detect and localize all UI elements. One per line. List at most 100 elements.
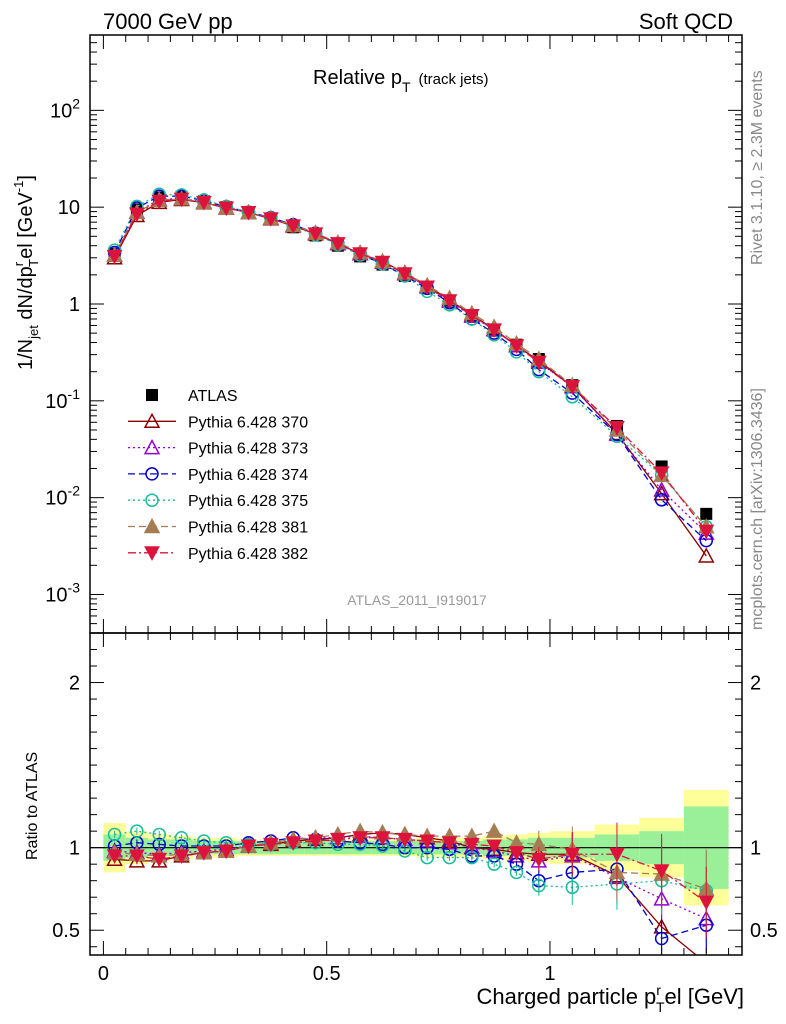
ratio-point-pythia-6-428-382 xyxy=(151,852,168,868)
x-axis-label: Charged particle pr Tel [GeV] xyxy=(477,982,745,1015)
point-pythia-6-428-382 xyxy=(374,255,391,271)
point-pythia-6-428-382 xyxy=(352,247,369,262)
point-pythia-6-428-382 xyxy=(263,212,279,227)
y-tick-label-main: 10-2 xyxy=(45,483,80,510)
point-pythia-6-428-382 xyxy=(106,249,123,265)
legend-label-pythia-6-428-381: Pythia 6.428 381 xyxy=(188,520,308,537)
point-pythia-6-428-382 xyxy=(396,267,413,282)
legend-label-pythia-6-428-382: Pythia 6.428 382 xyxy=(188,546,308,563)
series-line-pythia-6-428-374 xyxy=(113,195,707,542)
point-pythia-6-428-382 xyxy=(285,219,302,234)
legend-marker-pythia-6-428-375 xyxy=(145,493,159,507)
point-pythia-6-428-382 xyxy=(419,280,436,295)
analysis-label: ATLAS_2011_I919017 xyxy=(347,592,487,608)
ratio-line-pythia-6-428-374 xyxy=(114,837,707,940)
point-atlas xyxy=(700,507,713,520)
point-pythia-6-428-370 xyxy=(698,547,715,563)
ratio-point-pythia-6-428-382 xyxy=(698,895,715,911)
ratio-point-pythia-6-428-382 xyxy=(352,831,369,846)
y-tick-label-main: 10-1 xyxy=(45,386,80,413)
legend-label-pythia-6-428-375: Pythia 6.428 375 xyxy=(188,493,308,510)
ratio-point-pythia-6-428-382 xyxy=(173,849,190,864)
ratio-point-pythia-6-428-382 xyxy=(486,839,502,855)
point-pythia-6-428-382 xyxy=(173,192,190,208)
ratio-point-pythia-6-428-375 xyxy=(565,880,580,895)
ratio-point-pythia-6-428-382 xyxy=(196,846,212,861)
ratio-point-pythia-6-428-375 xyxy=(532,878,546,893)
legend-marker-pythia-6-428-373 xyxy=(143,439,161,455)
point-pythia-6-428-382 xyxy=(330,237,346,252)
y-tick-label-ratio-right: 0.5 xyxy=(750,920,778,942)
ratio-point-pythia-6-428-382 xyxy=(307,834,324,850)
point-pythia-6-428-382 xyxy=(129,207,145,223)
point-pythia-6-428-382 xyxy=(151,194,168,210)
axes-ticks: 0 0.5 1 10-3 10-2 10-1 1 10 102 0.5 0.5 1 1 2 2 xyxy=(45,34,778,985)
ratio-point-pythia-6-428-382 xyxy=(419,834,436,850)
legend-label-atlas: ATLAS xyxy=(188,388,238,405)
side-label-mcplots: mcplots.cern.ch [arXiv:1306.3436] xyxy=(749,388,766,630)
y-tick-label-ratio-right: 1 xyxy=(750,838,761,860)
ratio-point-pythia-6-428-374 xyxy=(654,931,669,946)
legend-marker-pythia-6-428-382 xyxy=(144,546,160,561)
y-tick-label-main: 10 xyxy=(58,197,80,219)
point-pythia-6-428-382 xyxy=(441,294,458,309)
ratio-point-pythia-6-428-382 xyxy=(508,846,525,861)
main-series-layer xyxy=(106,187,715,563)
point-pythia-6-428-382 xyxy=(218,201,235,217)
ratio-point-pythia-6-428-375 xyxy=(442,850,457,865)
ratio-point-pythia-6-428-375 xyxy=(174,831,189,845)
point-pythia-6-428-382 xyxy=(653,466,670,481)
ratio-point-pythia-6-428-382 xyxy=(240,839,257,855)
x-tick-label: 1 xyxy=(544,963,555,985)
legend-label-pythia-6-428-374: Pythia 6.428 374 xyxy=(188,467,308,484)
ratio-point-pythia-6-428-375 xyxy=(130,824,144,838)
point-pythia-6-428-382 xyxy=(530,355,547,371)
ratio-series-clipped xyxy=(106,822,715,955)
ratio-point-pythia-6-428-375 xyxy=(420,850,434,865)
x-tick-label: 0 xyxy=(98,963,109,985)
y-tick-label-main: 10-3 xyxy=(45,579,80,606)
side-label-rivet: Rivet 3.1.10, ≥ 2.3M events xyxy=(749,70,766,265)
point-pythia-6-428-382 xyxy=(698,524,715,540)
ratio-point-pythia-6-428-382 xyxy=(396,832,413,848)
point-pythia-6-428-373 xyxy=(653,481,670,497)
ratio-point-pythia-6-428-382 xyxy=(653,864,670,879)
legend-marker-atlas xyxy=(146,389,158,401)
header-left: 7000 GeV pp xyxy=(103,9,233,34)
ratio-point-pythia-6-428-375 xyxy=(152,827,166,842)
ratio-point-pythia-6-428-382 xyxy=(374,831,391,846)
ratio-point-pythia-6-428-382 xyxy=(263,837,279,853)
y-tick-label-ratio-left: 2 xyxy=(69,673,80,695)
ratio-point-pythia-6-428-382 xyxy=(106,849,123,864)
ratio-point-pythia-6-428-382 xyxy=(564,847,581,863)
point-pythia-6-428-382 xyxy=(609,421,625,436)
ratio-point-pythia-6-428-382 xyxy=(218,844,235,860)
legend: ATLAS Pythia 6.428 370 Pythia 6.428 373 Pyt… xyxy=(128,388,308,563)
y-tick-label-ratio-left: 1 xyxy=(69,838,80,860)
ratio-point-pythia-6-428-375 xyxy=(509,865,524,880)
plot-title: Relative pT (track jets) xyxy=(313,67,489,95)
point-pythia-6-428-382 xyxy=(307,227,324,242)
legend-label-pythia-6-428-373: Pythia 6.428 373 xyxy=(188,441,308,458)
y-axis-label-ratio: Ratio to ATLAS xyxy=(24,752,41,860)
ratio-point-pythia-6-428-382 xyxy=(129,849,145,864)
point-pythia-6-428-382 xyxy=(486,323,502,338)
ratio-point-pythia-6-428-381 xyxy=(485,822,503,838)
legend-marker-pythia-6-428-370 xyxy=(143,412,161,429)
y-tick-label-ratio-left: 0.5 xyxy=(52,920,80,942)
ratio-series-layer xyxy=(106,822,715,955)
y-tick-label-main: 1 xyxy=(69,294,80,316)
point-pythia-6-428-382 xyxy=(508,339,525,354)
ratio-point-pythia-6-428-382 xyxy=(609,847,625,863)
ratio-point-pythia-6-428-382 xyxy=(441,836,458,851)
ratio-point-pythia-6-428-382 xyxy=(530,852,547,868)
point-pythia-6-428-374 xyxy=(654,493,669,507)
ratio-point-pythia-6-428-382 xyxy=(463,837,480,853)
point-pythia-6-428-382 xyxy=(196,195,212,211)
y-tick-label-ratio-right: 2 xyxy=(750,673,761,695)
legend-marker-pythia-6-428-381 xyxy=(143,517,161,534)
point-pythia-6-428-382 xyxy=(240,206,257,221)
y-tick-label-main: 102 xyxy=(50,95,80,122)
main-frame xyxy=(89,34,743,634)
